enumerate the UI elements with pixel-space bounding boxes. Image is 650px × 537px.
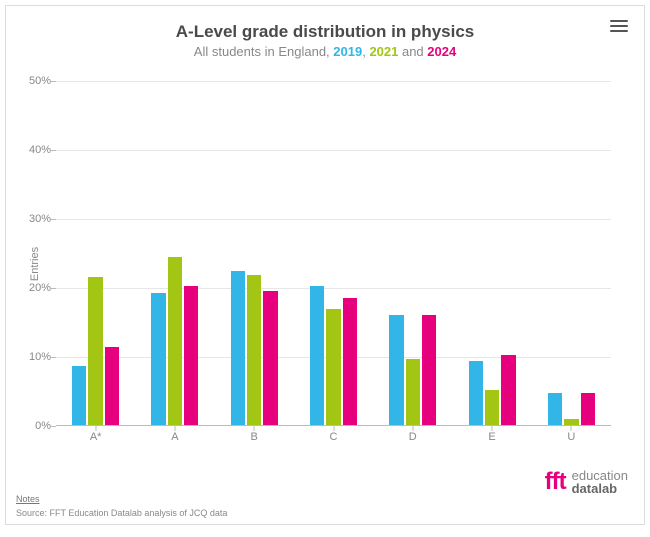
y-tick-label: 0% [35,420,51,432]
y-tick-label: 10% [29,351,51,363]
subtitle-year-2: 2021 [369,44,398,59]
y-tick-label: 30% [29,213,51,225]
bar[interactable] [581,393,595,425]
subtitle-year-1: 2019 [333,44,362,59]
logo-line2: datalab [572,481,618,496]
gridline [56,81,611,82]
chart-menu-icon[interactable] [610,20,628,34]
plot-area: Entries 0%10%20%30%40%50% A*ABCDEU [56,81,611,446]
y-tick [51,357,56,358]
x-tick-label: A* [90,431,102,443]
bar[interactable] [310,286,324,425]
source-text: Source: FFT Education Datalab analysis o… [16,508,227,518]
bar-group [309,286,358,425]
bar-group [230,271,279,425]
x-tick-label: A [171,431,178,443]
y-tick [51,150,56,151]
bar-group [71,277,120,425]
gridline [56,150,611,151]
logo-brand-text: fft [545,468,566,495]
y-tick-label: 20% [29,282,51,294]
bar[interactable] [263,291,277,425]
bar[interactable] [564,419,578,425]
subtitle-year-3: 2024 [427,44,456,59]
bar-group [547,393,596,425]
bar[interactable] [469,361,483,425]
bar[interactable] [343,298,357,425]
bar[interactable] [422,315,436,425]
y-tick [51,81,56,82]
bar[interactable] [151,293,165,425]
bar[interactable] [548,393,562,425]
bar[interactable] [72,366,86,425]
title-block: A-Level grade distribution in physics Al… [6,6,644,59]
gridline [56,219,611,220]
chart-subtitle: All students in England, 2019, 2021 and … [6,44,644,59]
bar[interactable] [389,315,403,425]
bar[interactable] [485,390,499,425]
bar-group [468,355,517,425]
y-axis-title: Entries [29,246,41,280]
y-tick [51,219,56,220]
notes-link[interactable]: Notes [16,494,40,504]
y-tick [51,426,56,427]
bar-group [150,257,199,425]
brand-logo: fft education datalab [545,468,628,496]
bar[interactable] [105,347,119,425]
x-tick-label: U [567,431,575,443]
x-tick-label: C [330,431,338,443]
bar[interactable] [184,286,198,425]
logo-text: education datalab [572,469,628,495]
chart-card: A-Level grade distribution in physics Al… [5,5,645,525]
x-tick-label: B [251,431,258,443]
bar-group [388,315,437,425]
chart-title: A-Level grade distribution in physics [6,22,644,42]
logo-brand: fft [545,468,566,496]
x-tick-label: D [409,431,417,443]
bar[interactable] [88,277,102,425]
y-tick-label: 40% [29,144,51,156]
bar[interactable] [231,271,245,425]
bar[interactable] [326,309,340,425]
y-tick-label: 50% [29,75,51,87]
bar[interactable] [501,355,515,425]
bar[interactable] [247,275,261,425]
bar[interactable] [168,257,182,425]
subtitle-prefix: All students in England, [194,44,333,59]
bar[interactable] [406,359,420,425]
subtitle-sep-2: and [398,44,427,59]
y-tick [51,288,56,289]
x-tick-label: E [488,431,495,443]
